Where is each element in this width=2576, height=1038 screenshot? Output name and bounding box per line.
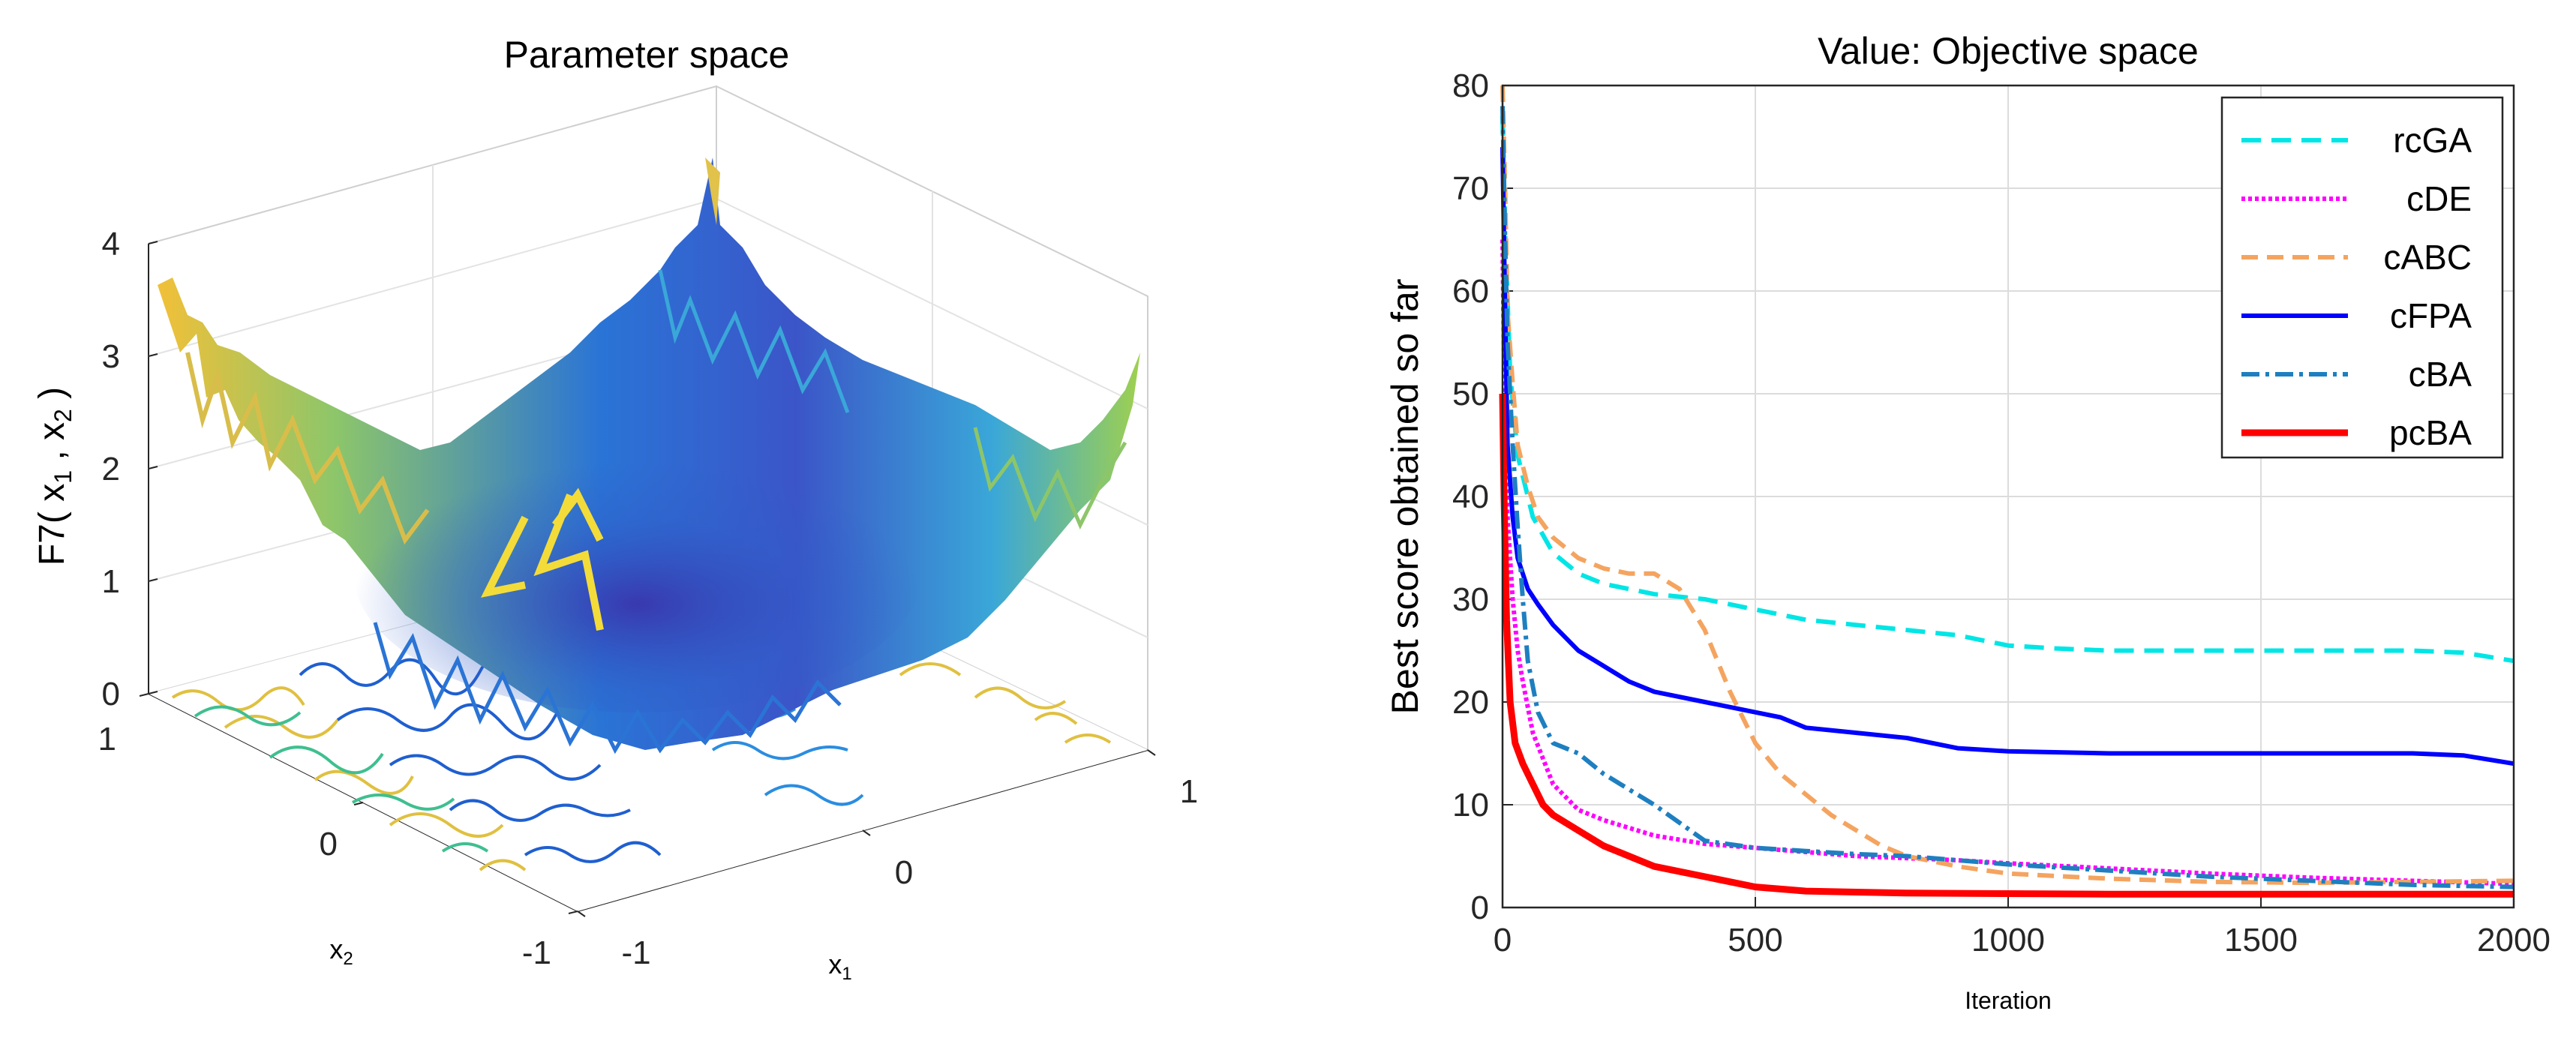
legend-label-rcga: rcGA: [2393, 121, 2472, 160]
y-tick-label: -1: [522, 934, 551, 971]
x-axis-label-main: x: [828, 949, 842, 980]
series-line-cba: [1500, 106, 2514, 890]
y-tick-label: 20: [1452, 684, 1489, 721]
series-line-cfpa: [1500, 147, 2514, 766]
z-axis-label: F7( x1 , x2 ): [32, 387, 77, 566]
legend-label-pcba: pcBA: [2389, 413, 2472, 452]
z-tick-label: 0: [102, 676, 120, 712]
y-axis-ticks: [139, 693, 578, 914]
series-line-pcba: [1499, 393, 2514, 898]
y-tick-label: 50: [1452, 376, 1489, 412]
series-line-rcga: [1500, 116, 2514, 664]
y-tick-label: 70: [1452, 170, 1489, 207]
surface-plot-panel: Parameter space: [32, 34, 1198, 984]
x-tick-label: -1: [621, 934, 650, 971]
legend-label-cabc: cABC: [2383, 238, 2472, 277]
x-axis-label: x1: [828, 949, 851, 984]
plot-frame: [1501, 84, 2515, 909]
convergence-chart: Value: Objective space 0 500 1000 1500 2000 0…: [1384, 30, 2550, 1014]
z-axis-label-sub1: 1: [50, 470, 77, 484]
surface-plot-title: Parameter space: [504, 34, 790, 76]
y-axis-tick-labels: 1 0 -1: [98, 721, 551, 971]
legend: rcGA cDE cABC cFPA cBA pcBA: [2220, 96, 2504, 459]
x-tick-label: 500: [1728, 922, 1782, 958]
z-axis-tick-labels: 0 1 2 3 4: [102, 226, 120, 712]
y-tick-label: 10: [1452, 787, 1489, 824]
y-axis-label-main: x: [329, 934, 343, 964]
y-tick-label: 0: [1471, 890, 1489, 926]
legend-label-cba: cBA: [2409, 355, 2472, 394]
legend-label-cde: cDE: [2406, 179, 2472, 218]
x-tick-label: 1000: [1971, 922, 2045, 958]
y-tick-label: 60: [1452, 273, 1489, 310]
series-lines: [1499, 85, 2514, 898]
y-tick-label: 80: [1452, 68, 1489, 104]
legend-label-cfpa: cFPA: [2390, 296, 2472, 335]
z-tick-label: 2: [102, 451, 120, 488]
y-tick-label: 40: [1452, 478, 1489, 515]
x-axis-tick-labels: -1 0 1: [621, 773, 1198, 971]
legend-box: [2220, 96, 2504, 459]
x-tick-label: 0: [1494, 922, 1512, 958]
y-axis-label-sub: 2: [343, 949, 353, 969]
z-tick-label: 1: [102, 563, 120, 600]
z-tick-label: 4: [102, 226, 120, 262]
x-tick-label: 0: [895, 854, 913, 891]
x-tick-label: 1: [1180, 773, 1198, 810]
z-axis-label-end: ): [32, 387, 72, 409]
series-line-cde: [1500, 239, 2514, 886]
y-tick-label: 30: [1452, 581, 1489, 618]
y-tick-label: 1: [98, 721, 116, 758]
x-axis-title: Iteration: [1965, 987, 2052, 1014]
x-axis-label-sub: 1: [842, 964, 851, 984]
x-axis-ticks: [577, 749, 1156, 917]
y-tick-label: 0: [320, 826, 338, 862]
y-axis-label: x2: [329, 934, 353, 969]
series-line-cabc: [1500, 85, 2514, 886]
z-axis-label-sub2: 2: [50, 409, 77, 422]
z-axis-ticks: [148, 241, 158, 694]
x-tick-label: 1500: [2224, 922, 2298, 958]
x-tick-label: 2000: [2477, 922, 2550, 958]
chart-title: Value: Objective space: [1818, 30, 2199, 72]
surface-mesh: [158, 158, 1140, 754]
legend-entries: rcGA cDE cABC cFPA cBA pcBA: [2241, 121, 2472, 452]
z-tick-label: 3: [102, 338, 120, 375]
z-axis-label-main: F7( x: [32, 484, 72, 566]
y-axis-title: Best score obtained so far: [1384, 279, 1426, 715]
z-axis-label-comma: , x: [32, 422, 72, 470]
